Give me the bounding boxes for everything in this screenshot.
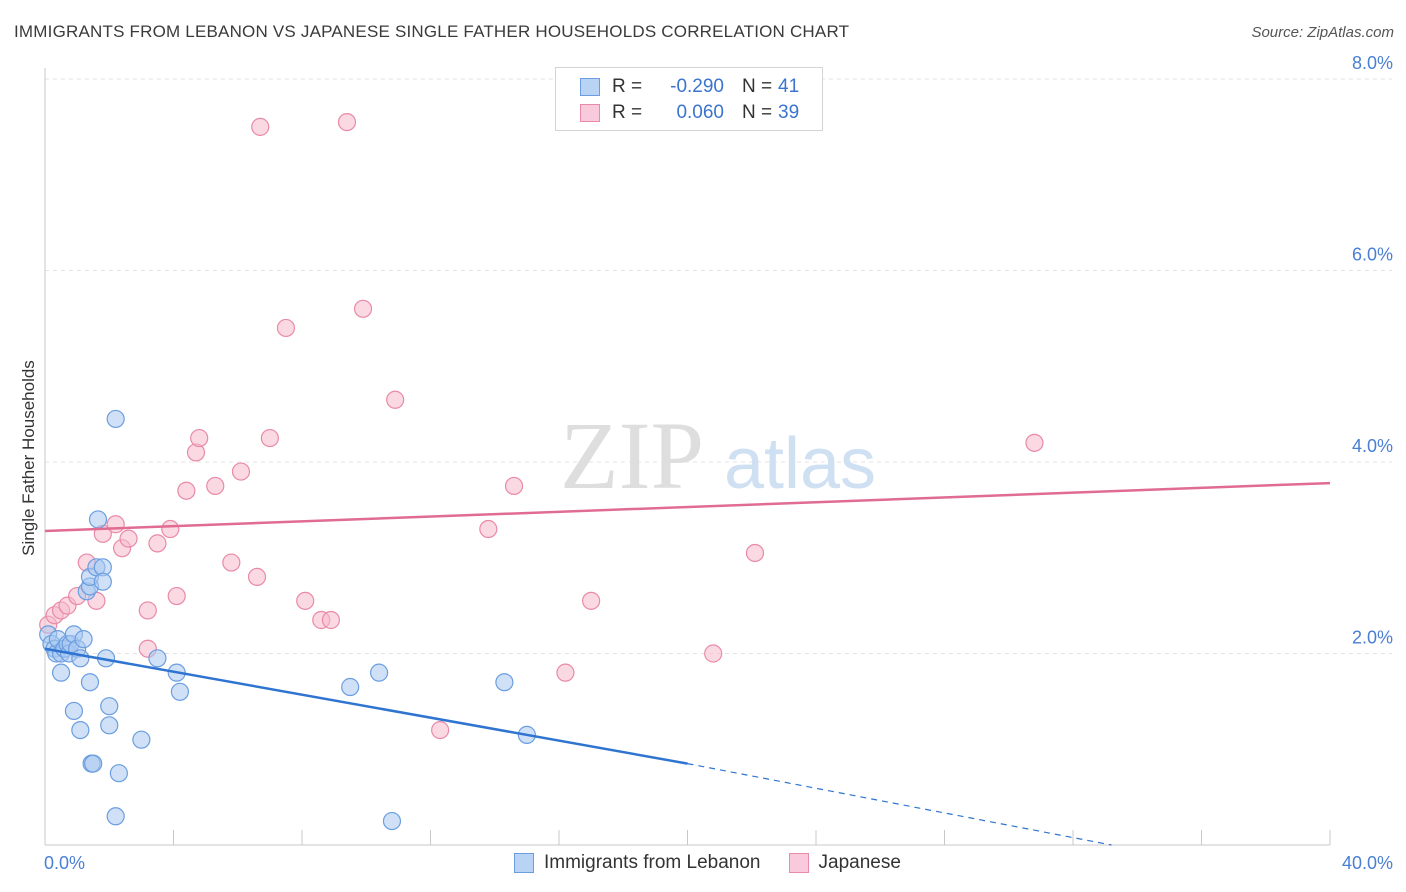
y-tick-label: 6.0% bbox=[1352, 245, 1393, 265]
legend-n-value: 39 bbox=[778, 102, 800, 123]
series-legend: Immigrants from Lebanon Japanese bbox=[514, 852, 929, 874]
lebanon-point bbox=[132, 730, 151, 749]
lebanon-point bbox=[84, 754, 103, 773]
lebanon-point bbox=[148, 649, 167, 668]
legend-row-japanese: R = 0.060 N = 39 bbox=[580, 101, 799, 125]
japanese-point bbox=[1025, 433, 1044, 452]
japanese-point bbox=[321, 610, 341, 630]
y-tick-label: 4.0% bbox=[1352, 436, 1393, 456]
lebanon-point bbox=[100, 716, 119, 735]
lebanon-point bbox=[106, 807, 125, 826]
chart-title: IMMIGRANTS FROM LEBANON VS JAPANESE SING… bbox=[14, 22, 850, 41]
lebanon-point bbox=[64, 701, 84, 721]
japanese-point bbox=[704, 644, 723, 663]
x-tick-labels: 0.0% 40.0% bbox=[44, 853, 1393, 873]
japanese-point bbox=[337, 112, 357, 132]
japanese-point bbox=[251, 117, 270, 136]
japanese-point bbox=[167, 586, 186, 606]
lebanon-point bbox=[88, 510, 108, 529]
japanese-point bbox=[745, 543, 765, 563]
stats-legend: R = -0.290 N = 41 R = 0.060 N = 39 bbox=[555, 67, 823, 131]
lebanon-point bbox=[341, 677, 360, 697]
japanese-point bbox=[247, 567, 267, 587]
lebanon-point bbox=[51, 663, 71, 682]
japanese-point bbox=[386, 390, 405, 409]
legend-item-japanese: Japanese bbox=[788, 852, 901, 874]
axes bbox=[44, 68, 1331, 846]
lebanon-point bbox=[382, 811, 402, 831]
lebanon-point bbox=[109, 764, 128, 783]
japanese-point bbox=[106, 515, 125, 534]
y-tick-labels: 2.0% 4.0% 6.0% 8.0% bbox=[1352, 53, 1393, 648]
lebanon-trend-line bbox=[44, 647, 688, 765]
lebanon-point bbox=[495, 673, 514, 692]
y-axis-label: Single Father Households bbox=[19, 360, 38, 556]
lebanon-point bbox=[71, 720, 90, 740]
grid-lines bbox=[45, 78, 1392, 654]
legend-n-value: 41 bbox=[778, 76, 800, 97]
lebanon-point bbox=[170, 682, 190, 701]
japanese-point bbox=[222, 553, 241, 572]
lebanon-trend-extension bbox=[687, 763, 1112, 846]
legend-r-label: R = bbox=[612, 76, 643, 97]
y-tick-label: 2.0% bbox=[1352, 628, 1393, 648]
japanese-point bbox=[177, 481, 196, 500]
watermark-atlas: atlas bbox=[724, 424, 876, 504]
legend-n-label: N = bbox=[742, 102, 773, 123]
japanese-point bbox=[556, 663, 575, 682]
legend-label-japanese: Japanese bbox=[818, 852, 901, 873]
japanese-point bbox=[161, 519, 180, 539]
japanese-point bbox=[504, 476, 524, 496]
japanese-point bbox=[190, 428, 209, 448]
japanese-point bbox=[582, 591, 601, 610]
japanese-points bbox=[39, 112, 1044, 740]
japanese-point bbox=[431, 720, 450, 740]
legend-item-lebanon: Immigrants from Lebanon bbox=[514, 852, 761, 874]
japanese-swatch bbox=[788, 853, 809, 873]
japanese-point bbox=[138, 601, 157, 620]
legend-n-label: N = bbox=[742, 76, 773, 97]
lebanon-point bbox=[100, 697, 119, 716]
y-tick-label: 8.0% bbox=[1352, 53, 1393, 73]
japanese-point bbox=[119, 529, 138, 548]
lebanon-points bbox=[39, 409, 536, 831]
japanese-point bbox=[231, 462, 251, 481]
lebanon-point bbox=[106, 409, 125, 429]
x-tick-label-min: 0.0% bbox=[44, 853, 85, 873]
japanese-point bbox=[148, 534, 167, 553]
lebanon-point bbox=[71, 649, 90, 668]
x-tick-label-max: 40.0% bbox=[1342, 853, 1393, 873]
trend-lines bbox=[44, 481, 1331, 846]
legend-r-value: 0.060 bbox=[676, 102, 724, 123]
watermark-zip: ZIP bbox=[560, 402, 704, 509]
japanese-swatch bbox=[580, 104, 600, 122]
lebanon-swatch bbox=[514, 853, 534, 873]
japanese-point bbox=[206, 476, 225, 496]
lebanon-point bbox=[80, 673, 100, 692]
japanese-point bbox=[296, 591, 315, 610]
lebanon-point bbox=[74, 630, 93, 649]
source-label: Source: ZipAtlas.com bbox=[1251, 24, 1394, 41]
legend-row-lebanon: R = -0.290 N = 41 bbox=[580, 75, 799, 99]
japanese-point bbox=[353, 299, 373, 318]
legend-r-label: R = bbox=[612, 102, 643, 123]
japanese-trend-line bbox=[44, 481, 1331, 533]
watermark: ZIP atlas bbox=[560, 402, 876, 509]
lebanon-swatch bbox=[580, 78, 600, 96]
japanese-point bbox=[276, 318, 296, 338]
lebanon-point bbox=[370, 663, 389, 682]
legend-r-value: -0.290 bbox=[670, 76, 724, 97]
legend-label-lebanon: Immigrants from Lebanon bbox=[544, 852, 761, 873]
lebanon-point bbox=[93, 572, 112, 591]
japanese-point bbox=[260, 428, 279, 448]
japanese-point bbox=[479, 519, 498, 539]
